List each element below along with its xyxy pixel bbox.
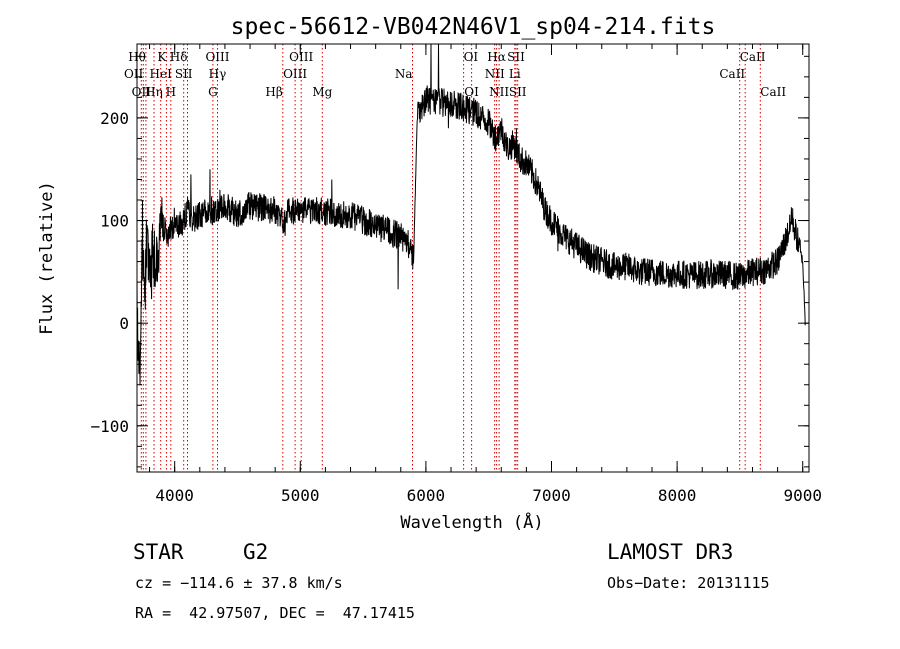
marker-label: HeI — [150, 67, 173, 81]
object-class: STAR — [133, 540, 184, 564]
axes: 4000 5000 6000 7000 8000 9000 −100 0 100 200 — [90, 43, 822, 505]
marker-label: NII — [485, 67, 505, 81]
x-tick-label: 8000 — [658, 486, 697, 505]
redshift-info: cz = −114.6 ± 37.8 km/s — [135, 574, 343, 592]
marker-label: SII — [175, 67, 193, 81]
spectrum-series — [137, 44, 806, 385]
marker-label: K — [157, 50, 167, 64]
marker-label: SII — [507, 50, 525, 64]
marker-label: H — [166, 85, 176, 99]
marker-label: OIII — [283, 67, 307, 81]
marker-label: Mg — [312, 85, 332, 99]
marker-label: OII — [124, 67, 144, 81]
y-tick-label: 100 — [100, 212, 129, 231]
y-tick-label: 200 — [100, 109, 129, 128]
marker-label: OIII — [205, 50, 229, 64]
marker-label: SII — [509, 85, 527, 99]
marker-label: G — [208, 85, 218, 99]
object-subclass: G2 — [243, 540, 269, 564]
marker-label: OIII — [289, 50, 313, 64]
chart-title: spec-56612-VB042N46V1_sp04-214.fits — [231, 14, 716, 40]
marker-label: Li — [509, 67, 521, 81]
marker-label: Hδ — [170, 50, 188, 64]
y-tick-label: 0 — [119, 314, 129, 333]
marker-label: CaII — [760, 85, 786, 99]
x-tick-label: 9000 — [783, 486, 822, 505]
marker-label: OI — [464, 85, 479, 99]
marker-label: CaII — [740, 50, 766, 64]
x-tick-label: 4000 — [155, 486, 194, 505]
observation-date: Obs−Date: 20131115 — [607, 574, 770, 592]
marker-label: Hη — [145, 85, 163, 99]
marker-label: Hγ — [209, 67, 227, 81]
x-tick-label: 6000 — [407, 486, 446, 505]
plot-frame — [136, 43, 810, 473]
spectrum-line — [137, 44, 806, 385]
marker-label: Hα — [487, 50, 506, 64]
marker-label: CaII — [719, 67, 745, 81]
survey-name: LAMOST DR3 — [607, 540, 734, 564]
x-tick-label: 5000 — [281, 486, 320, 505]
x-axis-label: Wavelength (Å) — [400, 511, 543, 533]
marker-label: Na — [395, 67, 413, 81]
coordinates-info: RA = 42.97507, DEC = 47.17415 — [135, 604, 415, 622]
marker-label: Hβ — [265, 85, 282, 99]
marker-label: OI — [464, 50, 479, 64]
x-tick-label: 7000 — [532, 486, 571, 505]
marker-label: NII — [489, 85, 509, 99]
y-axis-label: Flux (relative) — [37, 181, 57, 335]
y-tick-label: −100 — [90, 417, 129, 436]
